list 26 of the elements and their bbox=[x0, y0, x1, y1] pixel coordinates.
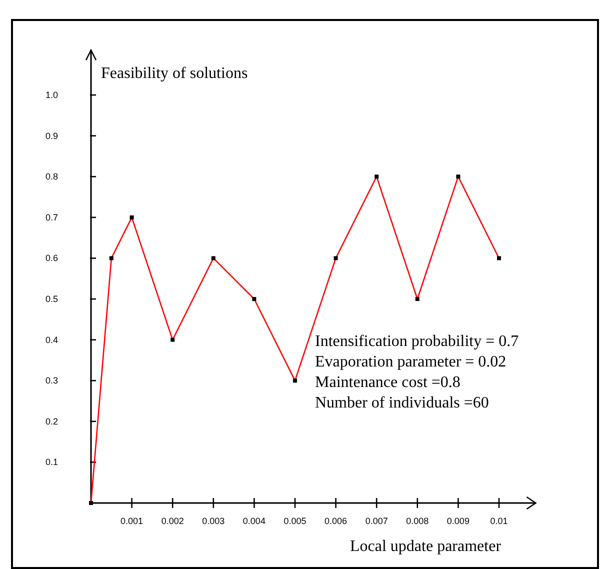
x-tick-label: 0.003 bbox=[202, 516, 225, 526]
y-tick-label: 0.3 bbox=[45, 376, 58, 386]
y-tick-label: 0.7 bbox=[45, 212, 58, 222]
y-tick-label: 0.1 bbox=[45, 457, 58, 468]
annotation: Intensification probability = 0.7 bbox=[315, 333, 519, 350]
x-tick-label: 0.009 bbox=[446, 516, 470, 526]
x-axis-title: Local update parameter bbox=[350, 538, 502, 555]
annotation: Number of individuals =60 bbox=[315, 394, 489, 412]
y-tick-label: 1.0 bbox=[45, 90, 58, 100]
y-tick-label: 0.8 bbox=[45, 172, 58, 182]
y-axis-title: Feasibility of solutions bbox=[101, 65, 248, 82]
x-tick-label: 0.001 bbox=[120, 516, 144, 526]
x-tick-label: 0.002 bbox=[161, 516, 184, 526]
y-tick-label: 0.9 bbox=[45, 130, 58, 141]
y-tick-label: 0.5 bbox=[45, 294, 58, 304]
annotation: Evaporation parameter = 0.02 bbox=[315, 354, 506, 370]
x-tick-label: 0.007 bbox=[365, 516, 388, 526]
y-tick-label: 0.6 bbox=[45, 253, 58, 264]
x-tick-label: 0.008 bbox=[406, 516, 429, 526]
x-tick-label: 0.01 bbox=[490, 516, 508, 526]
x-tick-label: 0.005 bbox=[284, 516, 306, 526]
x-tick-label: 0.004 bbox=[242, 516, 266, 526]
y-tick-label: 0.2 bbox=[45, 416, 58, 426]
annotation: Maintenance cost =0.8 bbox=[315, 374, 460, 391]
x-tick-label: 0.006 bbox=[324, 516, 348, 526]
y-tick-label: 0.4 bbox=[45, 334, 58, 345]
